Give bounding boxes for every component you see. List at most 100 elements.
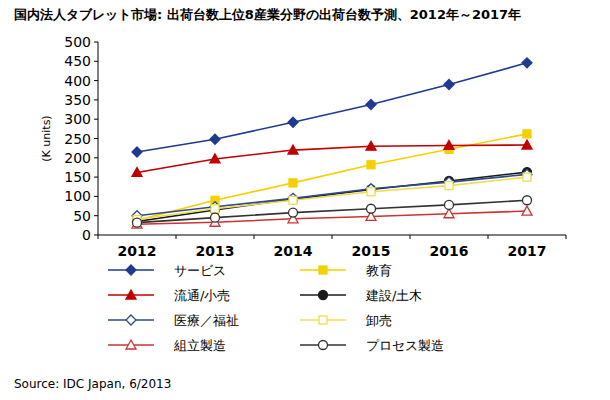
marker (367, 204, 376, 213)
x-tick (410, 235, 411, 239)
x-tick-label: 2014 (274, 243, 313, 259)
x-tick-label: 2013 (196, 243, 235, 259)
series (132, 140, 532, 176)
legend-marker (126, 290, 136, 299)
marker (444, 209, 454, 218)
x-tick-label: 2017 (508, 243, 547, 259)
marker (289, 196, 297, 204)
y-tick-label: 0 (82, 227, 91, 243)
legend-marker (319, 316, 327, 324)
legend-marker (319, 341, 328, 350)
axes: 0 50 100 150 200 250 300 350 400 450 500 2012 2013 20… (64, 34, 566, 259)
marker (211, 205, 219, 213)
y-tick-label: 300 (64, 111, 91, 127)
marker (523, 173, 531, 181)
y-tick (94, 177, 98, 178)
marker (210, 154, 220, 163)
x-tick (176, 235, 177, 239)
y-tick-label: 500 (64, 34, 91, 50)
y-tick-label: 250 (64, 131, 91, 147)
legend-label: プロセス製造 (366, 338, 444, 353)
legend-marker (126, 265, 136, 275)
marker (132, 167, 142, 176)
legend: サービス教育流通/小売建設/土木医療／福祉卸売組立製造プロセス製造 (108, 263, 444, 353)
y-tick (94, 61, 98, 62)
marker (210, 134, 220, 144)
y-tick-label: 150 (64, 169, 91, 185)
legend-marker (319, 266, 327, 274)
y-tick-label: 350 (64, 92, 91, 108)
marker (445, 182, 453, 190)
marker (366, 141, 376, 150)
marker (132, 147, 142, 157)
legend-label: 流通/小売 (174, 288, 230, 303)
chart: 国内法人タブレット市場: 出荷台数上位8産業分野の出荷台数予測、2012年～20… (0, 0, 610, 400)
legend-label: 組立製造 (173, 338, 226, 353)
title: 国内法人タブレット市場: 出荷台数上位8産業分野の出荷台数予測、2012年～20… (14, 7, 521, 22)
legend-marker (126, 315, 136, 325)
y-tick-label: 100 (64, 188, 91, 204)
series-line (137, 200, 527, 222)
series (133, 168, 532, 226)
series (133, 130, 531, 224)
y-axis-label: (K units) (40, 115, 53, 161)
x-tick (254, 235, 255, 239)
marker (522, 58, 532, 68)
marker (288, 145, 298, 154)
series (133, 196, 532, 227)
y-tick (94, 119, 98, 120)
legend-label: サービス (174, 263, 226, 278)
marker (367, 161, 375, 169)
marker (289, 208, 298, 217)
marker (289, 195, 298, 204)
series-line (137, 174, 527, 215)
series (132, 58, 532, 157)
y-tick (94, 80, 98, 81)
marker (289, 179, 297, 187)
y-tick (94, 99, 98, 100)
legend-marker (126, 340, 136, 349)
marker (211, 213, 220, 222)
legend-label: 卸売 (366, 313, 392, 328)
background (0, 0, 610, 400)
marker (133, 218, 142, 227)
y-tick (94, 138, 98, 139)
marker (444, 79, 454, 89)
marker (522, 140, 532, 149)
marker (445, 200, 454, 209)
y-tick (94, 42, 98, 43)
source: Source: IDC Japan, 6/2013 (14, 377, 171, 391)
x-tick (98, 235, 99, 239)
marker (210, 202, 220, 212)
y-tick (94, 196, 98, 197)
legend-label: 建設/土木 (365, 288, 422, 303)
series-line (137, 63, 527, 152)
x-tick (332, 235, 333, 239)
x-tick-label: 2012 (118, 243, 157, 259)
plot-area (132, 58, 532, 228)
series (132, 206, 532, 228)
series-line (137, 211, 527, 224)
marker (366, 100, 376, 110)
y-tick (94, 215, 98, 216)
marker (288, 193, 298, 203)
x-tick-label: 2016 (430, 243, 469, 259)
y-tick-label: 50 (73, 208, 91, 224)
series-line (137, 172, 527, 221)
marker (288, 117, 298, 127)
series-line (137, 145, 527, 172)
y-tick-label: 400 (64, 73, 91, 89)
marker (444, 140, 454, 149)
marker (523, 196, 532, 205)
x-tick (566, 235, 567, 239)
y-tick-label: 450 (64, 53, 91, 69)
marker (367, 188, 375, 196)
legend-marker (319, 291, 328, 300)
y-tick-label: 200 (64, 150, 91, 166)
legend-label: 医療／福祉 (174, 313, 239, 328)
y-tick (94, 157, 98, 158)
marker (522, 206, 532, 215)
x-tick (488, 235, 489, 239)
series (133, 173, 531, 223)
x-tick-label: 2015 (352, 243, 391, 259)
